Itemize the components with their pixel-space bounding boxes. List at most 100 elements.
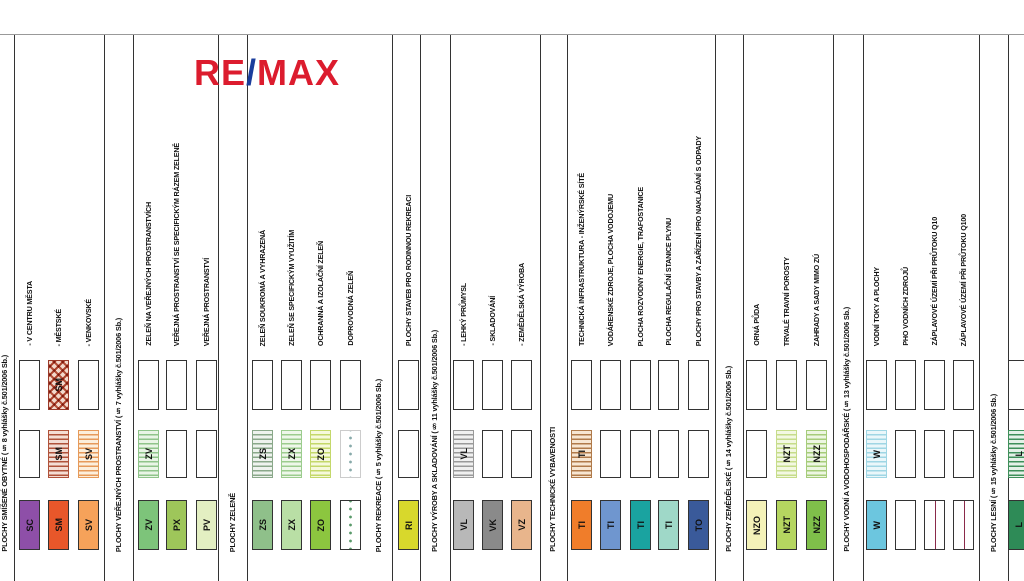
legend-swatch-primary: PV	[196, 500, 217, 550]
legend-swatch-outline	[746, 360, 767, 410]
legend-label: VEŘEJNÁ PROSTRANSTVÍ	[202, 257, 211, 346]
section-header: PLOCHY SMÍŠENÉ OBYTNÉ (§ 8 vyhlášky č.50…	[0, 355, 9, 552]
swatch-code: SV	[83, 518, 94, 531]
column-divider	[392, 34, 393, 581]
legend-swatch-outline	[600, 360, 621, 410]
swatch-code: PV	[201, 518, 212, 531]
legend-label: ZÁPLAVOVÉ ÚZEMÍ PŘI PRŮTOKU Q100	[959, 213, 968, 346]
swatch-code: ZX	[286, 519, 297, 531]
legend-swatch-secondary	[398, 430, 419, 478]
legend-label: VODÁRENSKÉ ZDROJE, PLOCHA VODOJEMU	[606, 193, 615, 346]
swatch-code: ZX	[286, 448, 297, 460]
column-divider	[104, 34, 105, 581]
legend-swatch-primary: ZX	[281, 500, 302, 550]
legend-swatch-outline	[252, 360, 273, 410]
legend-label: VEŘEJNÁ PROSTRANSTVÍ SE SPECIFICKÝM RÁZE…	[172, 142, 181, 346]
section-header: PLOCHY ZEMĚDĚLSKÉ (§ 14 vyhlášky č.501/2…	[724, 366, 733, 552]
legend-label: VODNÍ TOKY A PLOCHY	[872, 266, 881, 346]
legend-swatch-outline	[78, 360, 99, 410]
legend-swatch-outline	[1008, 360, 1024, 410]
section-header: PLOCHY VÝROBY A SKLADOVÁNÍ (§ 11 vyhlášk…	[430, 330, 439, 552]
legend-swatch-secondary	[953, 430, 974, 478]
legend-swatch-secondary: NZZ	[806, 430, 827, 478]
column-divider	[218, 34, 219, 581]
legend-swatch-outline	[340, 360, 361, 410]
legend-label: PLOCHY STAVEB PRO RODINNOU REKREACI	[404, 194, 413, 346]
legend-swatch-primary: TI	[658, 500, 679, 550]
legend-label: ZÁPLAVOVÉ ÚZEMÍ PŘI PRŮTOKU Q10	[930, 217, 939, 346]
legend-label: PLOCHA ROZVODNY ENERGIE, TRAFOSTANICE	[636, 186, 645, 346]
legend-swatch-outline	[924, 360, 945, 410]
legend-swatch-primary: TI	[571, 500, 592, 550]
legend-swatch-primary: VL	[453, 500, 474, 550]
legend-swatch-outline	[19, 360, 40, 410]
legend-swatch-secondary	[630, 430, 651, 478]
section-header: PLOCHY VODNÍ A VODOHOSPODÁŘSKÉ (§ 13 vyh…	[842, 307, 851, 552]
legend-swatch-primary: PX	[166, 500, 187, 550]
legend-swatch-primary: ZO	[310, 500, 331, 550]
legend-swatch-outline	[196, 360, 217, 410]
legend-swatch-outline	[895, 360, 916, 410]
swatch-code: ZV	[143, 519, 154, 531]
legend-swatch-secondary	[166, 430, 187, 478]
swatch-code: TI	[663, 521, 674, 529]
column-divider	[715, 34, 716, 581]
legend-label: DOPROVODNÁ ZELEŇ	[346, 271, 355, 346]
column-divider	[863, 34, 864, 581]
logo-part-max: MAX	[257, 52, 341, 93]
swatch-code: L	[1013, 451, 1024, 457]
column-divider	[1008, 34, 1009, 581]
swatch-code: W	[871, 449, 882, 459]
swatch-code: ZO	[315, 518, 326, 532]
column-divider	[133, 34, 134, 581]
swatch-code: VL	[458, 448, 469, 460]
legend-swatch-outline	[688, 360, 709, 410]
top-border	[0, 34, 1024, 35]
legend-label: - SKLADOVÁNÍ	[488, 296, 497, 346]
legend-swatch-secondary: L	[1008, 430, 1024, 478]
column-divider	[247, 34, 248, 581]
column-divider	[540, 34, 541, 581]
legend-swatch-primary	[340, 500, 361, 550]
column-divider	[833, 34, 834, 581]
legend-swatch-outline	[453, 360, 474, 410]
legend-swatch-secondary	[895, 430, 916, 478]
legend-swatch-primary: SC	[19, 500, 40, 550]
legend-label: - LEHKÝ PRŮMYSL	[459, 283, 468, 346]
swatch-code: TI	[635, 521, 646, 529]
section-header: PLOCHY VEŘEJNÝCH PROSTRANSTVÍ (§ 7 vyhlá…	[114, 317, 123, 552]
legend-label: ZELEŇ SE SPECIFICKÝM VYUŽITÍM	[287, 230, 296, 346]
legend-label: ZELEŇ SOUKROMÁ A VYHRAZENÁ	[258, 229, 267, 346]
legend-swatch-primary	[895, 500, 916, 550]
legend-swatch-secondary: VL	[453, 430, 474, 478]
legend-swatch-primary: VZ	[511, 500, 532, 550]
column-divider	[743, 34, 744, 581]
swatch-code: SM	[53, 518, 64, 532]
swatch-code: VZ	[516, 519, 527, 531]
legend-label: OCHRANNÁ A IZOLAČNÍ ZELEŇ	[316, 240, 325, 346]
legend-swatch-outline	[511, 360, 532, 410]
legend-swatch-outline: SM	[48, 360, 69, 410]
swatch-code: ZS	[257, 519, 268, 531]
swatch-code: TO	[693, 518, 704, 532]
legend-label: ORNÁ PŮDA	[752, 304, 761, 346]
legend-swatch-primary: SV	[78, 500, 99, 550]
legend-swatch-secondary: SV	[78, 430, 99, 478]
legend-swatch-secondary	[924, 430, 945, 478]
legend-swatch-secondary	[511, 430, 532, 478]
legend-swatch-primary: TI	[600, 500, 621, 550]
legend-swatch-outline	[630, 360, 651, 410]
legend-swatch-secondary: ZO	[310, 430, 331, 478]
section-header: PLOCHY ZELENĚ	[228, 492, 237, 552]
swatch-code: SM	[53, 447, 64, 461]
legend-label: PHO VODNÍCH ZDROJŮ	[901, 267, 910, 346]
legend-swatch-secondary: ZV	[138, 430, 159, 478]
legend-label: - VENKOVSKÉ	[84, 298, 93, 346]
legend-label: - ZEMĚDĚLSKÁ VÝROBA	[517, 263, 526, 346]
swatch-code: NZT	[781, 516, 792, 534]
legend-label: - MĚSTSKÉ	[54, 308, 63, 346]
logo-part-re: RE	[194, 52, 247, 93]
legend-swatch-secondary	[746, 430, 767, 478]
legend-swatch-primary: NZO	[746, 500, 767, 550]
section-header: PLOCHY TECHNICKÉ VYBAVENOSTI	[548, 427, 557, 552]
